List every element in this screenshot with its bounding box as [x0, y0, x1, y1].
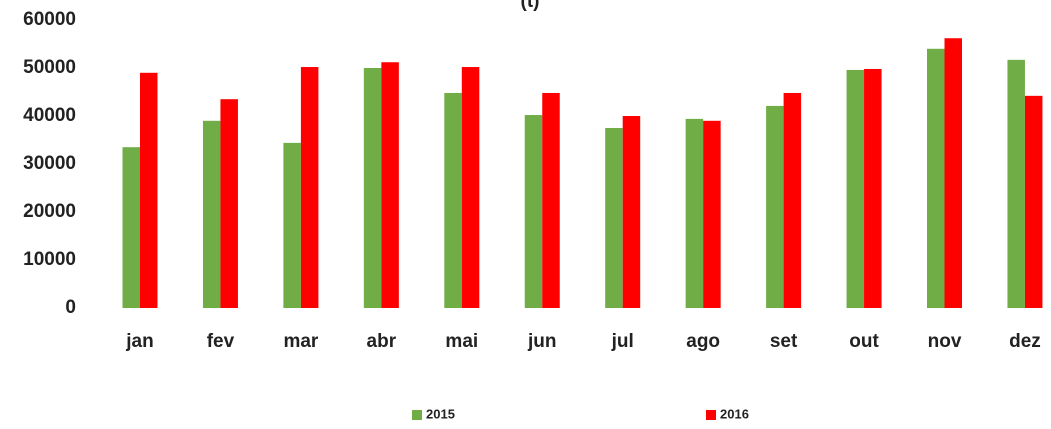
bar — [766, 105, 784, 308]
bar — [846, 69, 865, 308]
x-tick-label: out — [849, 331, 879, 352]
y-tick-label: 40000 — [23, 105, 76, 126]
bar — [622, 116, 641, 308]
bar — [444, 92, 462, 309]
x-tick-label: nov — [928, 331, 962, 352]
bar — [703, 120, 721, 308]
y-tick-label: 50000 — [23, 57, 76, 78]
bar — [363, 68, 382, 308]
legend-label: 2016 — [720, 406, 749, 421]
y-tick-label: 10000 — [23, 249, 76, 270]
x-tick-label: fev — [207, 331, 235, 352]
bar — [524, 115, 543, 308]
chart-title: (t) — [521, 0, 540, 12]
legend-label: 2015 — [426, 406, 455, 421]
bar — [202, 120, 221, 308]
y-tick-label: 60000 — [23, 9, 76, 30]
x-tick-label: dez — [1009, 331, 1041, 352]
bar — [944, 38, 962, 309]
legend-swatch — [412, 410, 422, 420]
bar — [381, 62, 399, 308]
bar — [542, 92, 560, 309]
bar — [122, 147, 140, 308]
bar — [685, 118, 704, 308]
x-tick-label: jun — [527, 331, 557, 352]
bar — [927, 48, 945, 309]
x-tick-label: set — [770, 331, 798, 352]
bar — [461, 67, 480, 308]
x-tick-label: ago — [686, 331, 720, 352]
y-tick-label: 0 — [65, 297, 76, 318]
y-tick-label: 20000 — [23, 201, 76, 222]
bar — [140, 72, 158, 308]
bar — [220, 99, 238, 308]
bar — [783, 92, 802, 309]
x-tick-label: jan — [125, 331, 153, 352]
bar — [283, 142, 301, 308]
legend-swatch — [706, 410, 716, 420]
bar — [864, 68, 882, 309]
bar — [1007, 59, 1025, 309]
bar — [1024, 95, 1043, 308]
bar — [300, 67, 319, 308]
y-tick-label: 30000 — [23, 153, 76, 174]
x-tick-label: mai — [445, 331, 478, 352]
bar — [605, 128, 623, 308]
x-tick-label: abr — [367, 331, 397, 352]
x-tick-label: jul — [611, 331, 634, 352]
x-tick-label: mar — [283, 331, 318, 352]
